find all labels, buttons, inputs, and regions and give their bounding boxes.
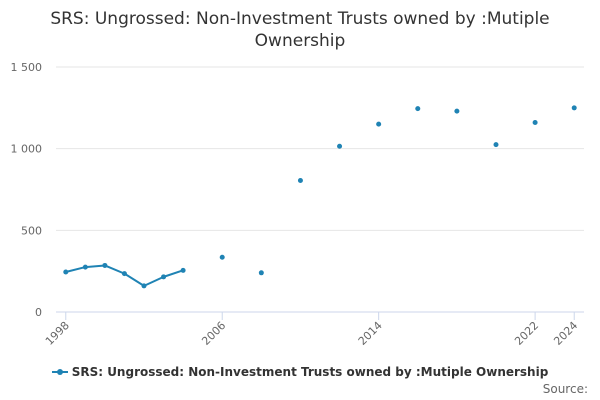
chart-legend[interactable]: SRS: Ungrossed: Non-Investment Trusts ow… [0, 365, 600, 379]
data-point [102, 262, 108, 268]
data-point [532, 120, 538, 126]
data-point [258, 270, 264, 276]
x-tick-label: 2014 [356, 319, 385, 348]
data-point [141, 283, 147, 289]
data-point [454, 108, 460, 114]
data-point [121, 271, 127, 277]
y-tick-label: 1 500 [11, 61, 43, 74]
chart-title-line2: Ownership [254, 31, 346, 51]
chart-title: SRS: Ungrossed: Non-Investment Trusts ow… [0, 8, 600, 52]
x-tick-label: 1998 [43, 319, 72, 348]
legend-marker-icon [56, 369, 63, 375]
data-point [82, 264, 88, 270]
data-point [376, 121, 382, 127]
data-point [493, 142, 499, 148]
data-point [161, 274, 167, 280]
data-point [297, 178, 303, 184]
y-tick-label: 1 000 [11, 143, 43, 156]
chart-title-line1: SRS: Ungrossed: Non-Investment Trusts ow… [50, 9, 550, 29]
source-label: Source: [542, 382, 588, 396]
data-point [415, 106, 421, 112]
x-tick-label: 2022 [512, 319, 541, 348]
legend-series-symbol [51, 366, 68, 378]
y-tick-label: 0 [35, 306, 42, 319]
x-tick-label: 2024 [551, 319, 580, 348]
data-point [180, 267, 186, 273]
x-tick-label: 2006 [199, 319, 228, 348]
legend-series-label: SRS: Ungrossed: Non-Investment Trusts ow… [71, 365, 549, 379]
data-point [571, 105, 577, 111]
data-point [219, 254, 225, 260]
y-tick-label: 500 [21, 224, 42, 237]
data-point [337, 143, 343, 149]
data-point [63, 269, 69, 275]
